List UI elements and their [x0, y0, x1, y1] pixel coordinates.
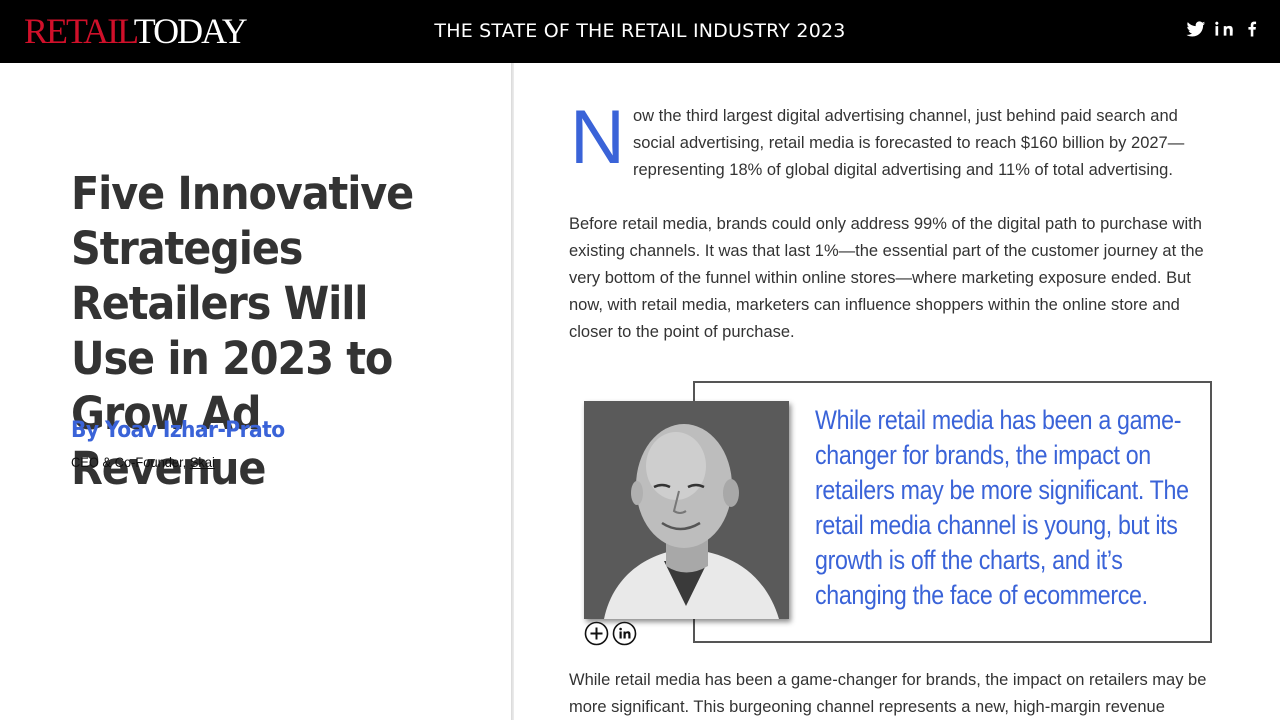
intro-paragraph: ow the third largest digital advertising…	[633, 107, 1185, 179]
retail-today-logo[interactable]: RETAILTODAY	[24, 11, 248, 51]
company-link[interactable]: Skai	[189, 454, 215, 470]
column-divider	[511, 63, 514, 720]
body-paragraph: Before retail media, brands could only a…	[569, 215, 1204, 341]
author-role-text: CEO & Co-Founder,	[71, 454, 190, 470]
drop-cap: N	[570, 95, 625, 180]
linkedin-icon[interactable]	[1214, 18, 1234, 40]
logo-today-text: TODAY	[133, 11, 248, 51]
author-profile-links	[584, 621, 637, 646]
article-title: Five Innovative Strategies Retailers Wil…	[71, 167, 414, 495]
social-links	[1186, 18, 1262, 40]
body-paragraph-continued: While retail media has been a game-chang…	[569, 671, 1207, 716]
pull-quote-text: While retail media has been a game-chang…	[815, 405, 1189, 610]
publication-title: THE STATE OF THE RETAIL INDUSTRY 2023	[434, 20, 846, 42]
author-photo	[584, 401, 789, 619]
twitter-icon[interactable]	[1186, 18, 1206, 40]
article-header-panel	[0, 63, 511, 720]
top-navigation-bar: RETAILTODAY THE STATE OF THE RETAIL INDU…	[0, 0, 1280, 63]
logo-retail-text: RETAIL	[24, 11, 136, 51]
author-byline: By Yoav Izhar-Prato	[71, 418, 285, 443]
plus-circle-icon[interactable]	[584, 621, 609, 646]
linkedin-circle-icon[interactable]	[612, 621, 637, 646]
facebook-icon[interactable]	[1242, 18, 1262, 40]
author-role: CEO & Co-Founder, Skai	[71, 454, 215, 470]
